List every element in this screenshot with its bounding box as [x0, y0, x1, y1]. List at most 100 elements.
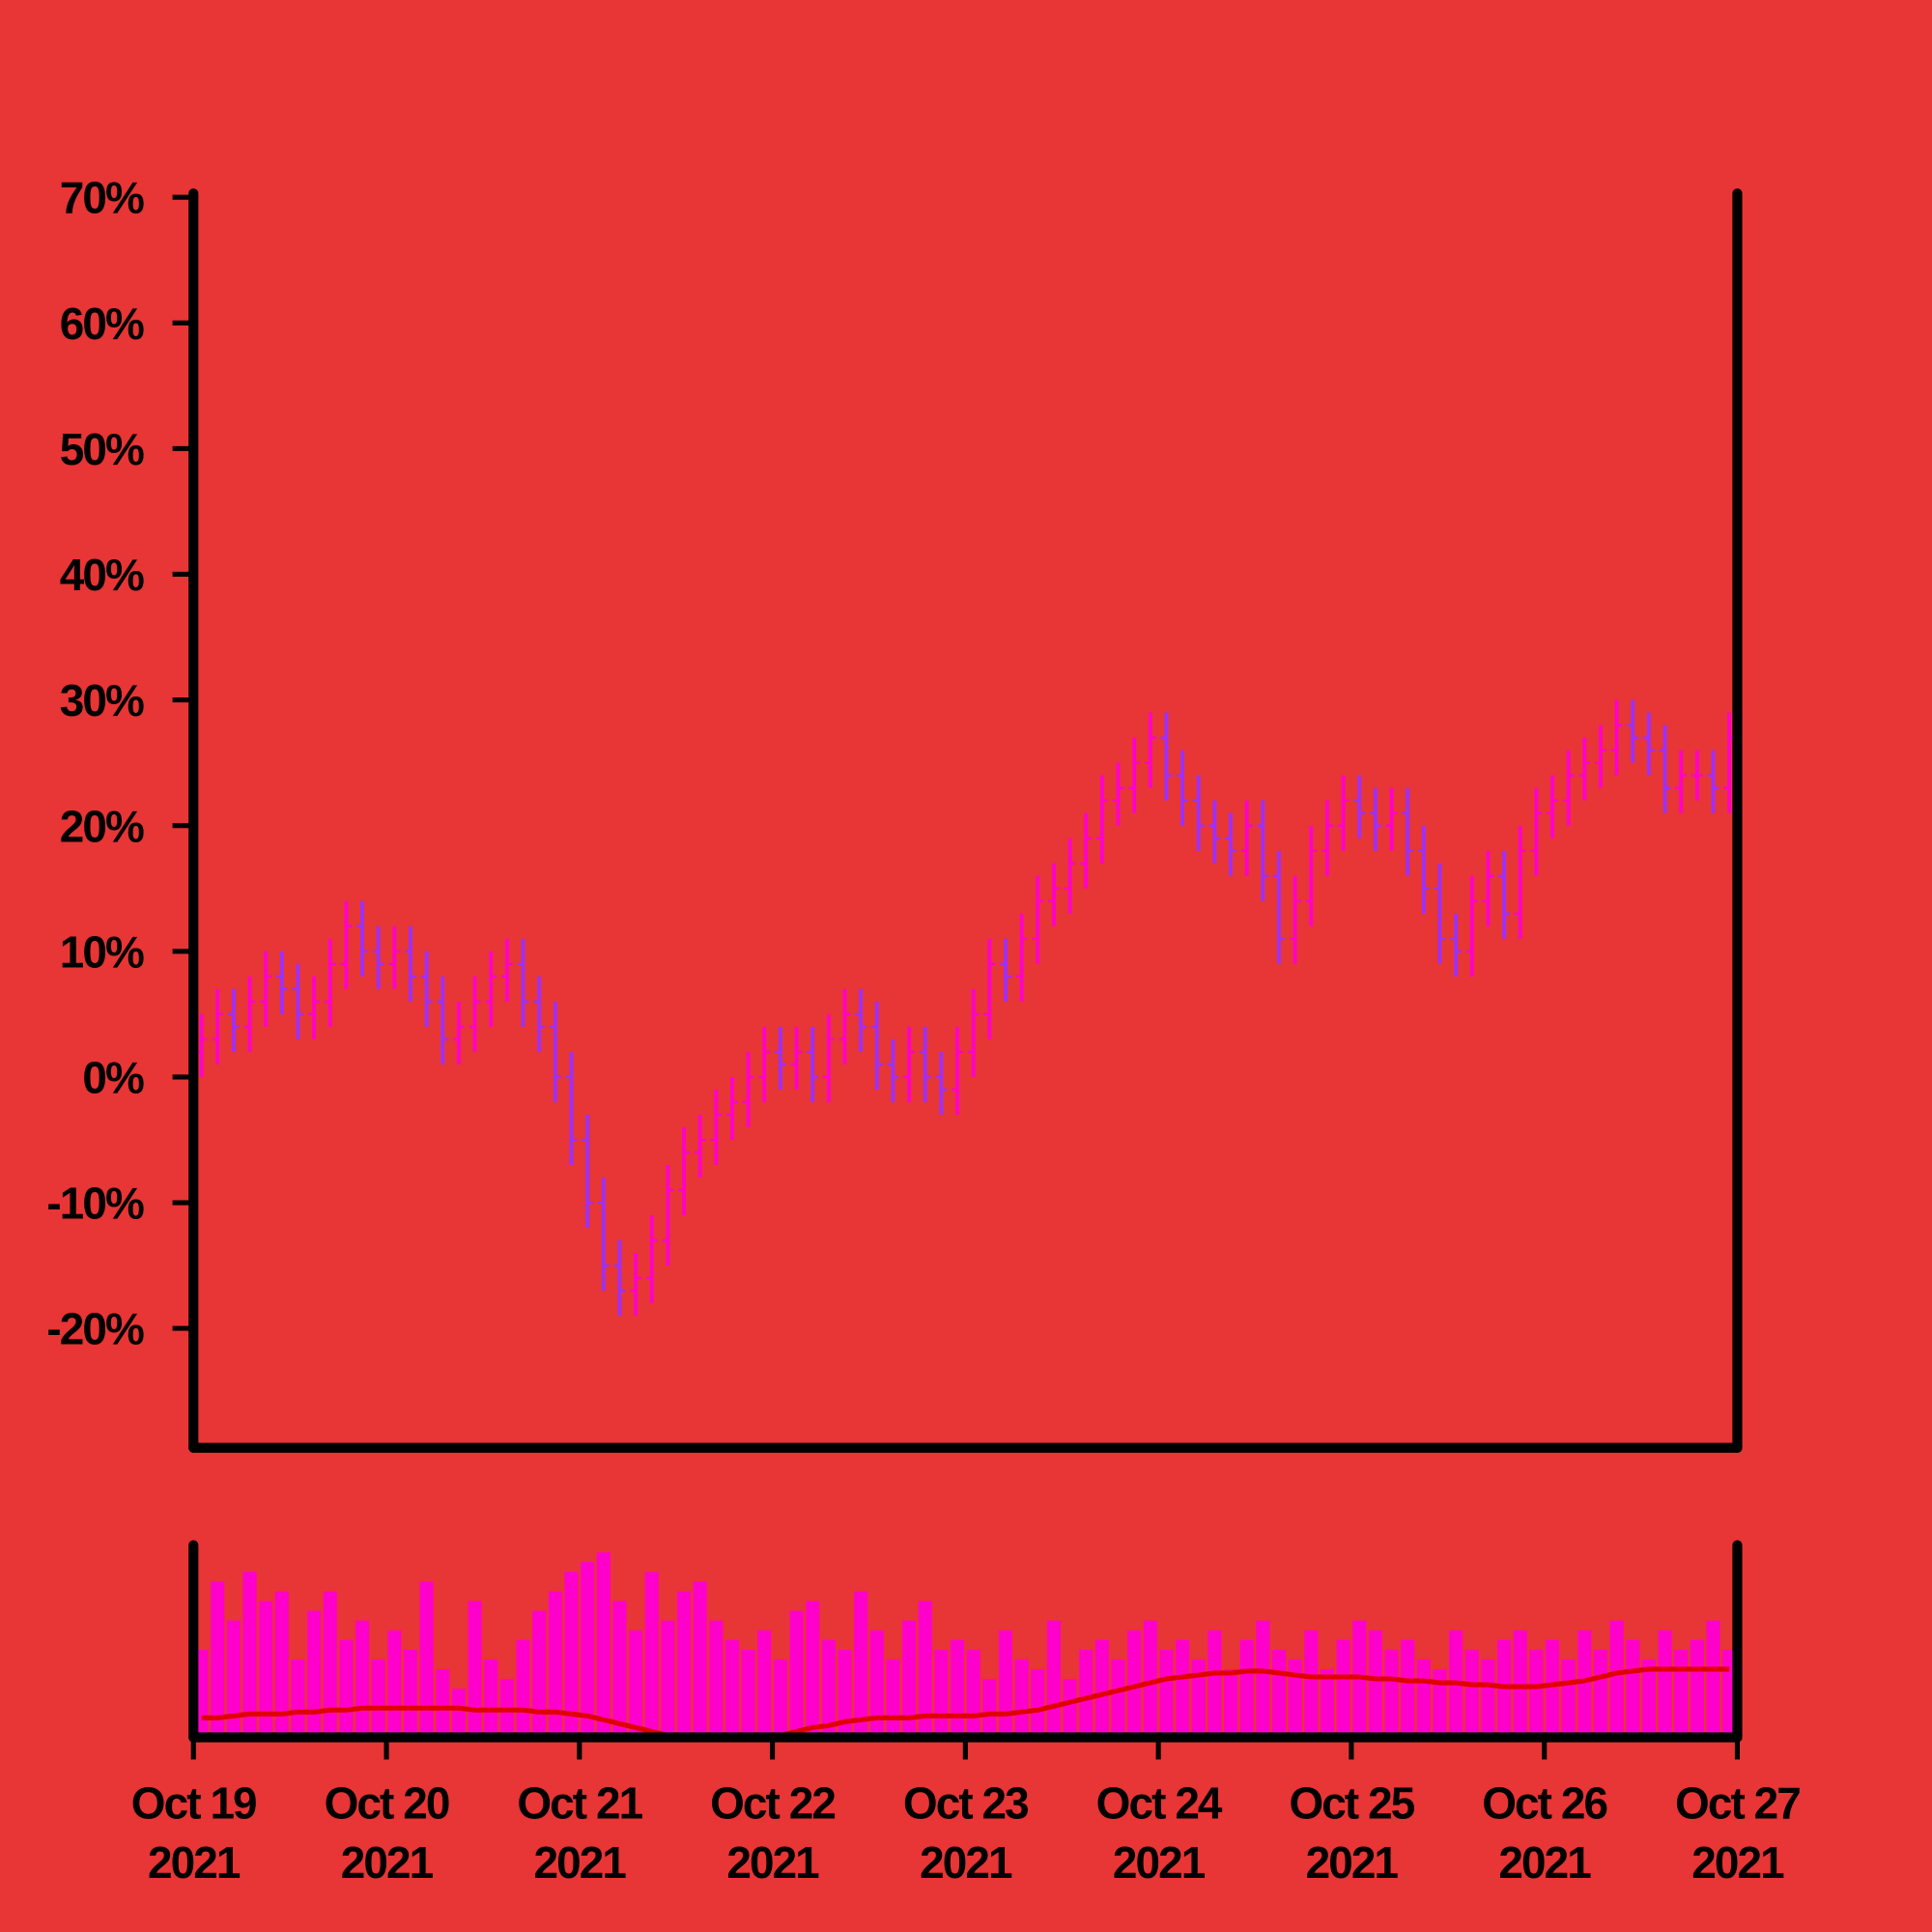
- y-tick-label: -20%: [46, 1304, 144, 1354]
- volume-bar: [1239, 1639, 1254, 1738]
- x-tick-label: 2021: [920, 1837, 1012, 1888]
- x-tick-label: Oct 22: [710, 1778, 835, 1829]
- x-tick-label: 2021: [1113, 1837, 1206, 1888]
- volume-bar: [724, 1639, 740, 1738]
- volume-bar: [869, 1630, 884, 1738]
- volume-bar: [1593, 1649, 1608, 1738]
- volume-bar: [918, 1601, 932, 1738]
- volume-bar: [1176, 1639, 1190, 1738]
- volume-bar: [661, 1620, 675, 1738]
- volume-bar: [1014, 1659, 1029, 1738]
- volume-bar: [1481, 1659, 1495, 1738]
- volume-bar: [1368, 1630, 1382, 1738]
- volume-bar: [1609, 1620, 1624, 1738]
- y-tick-label: 0%: [82, 1052, 144, 1102]
- volume-bar: [1433, 1668, 1447, 1738]
- volume-bar: [242, 1572, 257, 1738]
- volume-bar: [676, 1591, 692, 1738]
- volume-bar: [403, 1649, 418, 1738]
- volume-bar: [821, 1639, 836, 1738]
- y-tick-label: 60%: [60, 298, 144, 349]
- volume-bar: [1674, 1649, 1689, 1738]
- volume-bar: [1063, 1679, 1077, 1738]
- volume-bar: [757, 1630, 772, 1738]
- volume-bar: [1079, 1649, 1094, 1738]
- volume-bar: [950, 1639, 965, 1738]
- volume-bar: [1320, 1668, 1334, 1738]
- y-tick-label: -10%: [46, 1179, 144, 1229]
- y-tick-label: 40%: [60, 550, 144, 600]
- volume-bar: [548, 1591, 562, 1738]
- volume-bar: [1127, 1630, 1142, 1738]
- volume-bar: [1288, 1659, 1302, 1738]
- volume-bar: [789, 1610, 804, 1738]
- volume-bar: [211, 1581, 225, 1738]
- ohlc-bars: [195, 699, 1735, 1317]
- volume-bar: [468, 1601, 482, 1738]
- volume-bar: [773, 1659, 787, 1738]
- volume-bar: [516, 1639, 530, 1738]
- x-tick-label: Oct 25: [1289, 1778, 1414, 1829]
- x-tick-label: Oct 21: [517, 1778, 642, 1829]
- volume-bar: [419, 1581, 434, 1738]
- volume-bar: [1031, 1668, 1045, 1738]
- x-tick-label: Oct 24: [1096, 1778, 1223, 1829]
- x-tick-label: 2021: [1691, 1837, 1784, 1888]
- volume-bars: [194, 1552, 1737, 1738]
- volume-bar: [371, 1659, 385, 1738]
- x-tick-label: 2021: [1498, 1837, 1591, 1888]
- volume-bar: [1641, 1659, 1656, 1738]
- volume-bar: [581, 1562, 595, 1738]
- volume-bar: [1626, 1639, 1640, 1738]
- volume-bar: [1191, 1659, 1206, 1738]
- y-tick-label: 30%: [60, 675, 144, 725]
- volume-bar: [259, 1601, 273, 1738]
- volume-bar: [612, 1601, 627, 1738]
- x-tick-label: Oct 19: [131, 1778, 256, 1829]
- volume-bar: [1304, 1630, 1319, 1738]
- volume-bar: [1529, 1649, 1544, 1738]
- volume-bar: [1336, 1639, 1350, 1738]
- volume-bar: [291, 1659, 305, 1738]
- volume-bar: [854, 1591, 868, 1738]
- volume-bar: [355, 1620, 370, 1738]
- volume-bar: [629, 1630, 643, 1738]
- x-tick-label: Oct 26: [1482, 1778, 1606, 1829]
- x-tick-label: Oct 20: [325, 1778, 449, 1829]
- volume-bar: [1545, 1639, 1560, 1738]
- x-tick-label: 2021: [726, 1837, 819, 1888]
- volume-bar: [307, 1610, 322, 1738]
- y-tick-label: 20%: [60, 801, 144, 851]
- volume-bar: [436, 1668, 450, 1738]
- x-tick-label: Oct 23: [903, 1778, 1028, 1829]
- volume-ma-line: [201, 1666, 1730, 1741]
- volume-bar: [1224, 1668, 1238, 1738]
- volume-bar: [998, 1630, 1013, 1738]
- y-tick-label: 70%: [60, 173, 144, 223]
- volume-bar: [709, 1620, 724, 1738]
- y-tick-label: 50%: [60, 424, 144, 474]
- volume-bar: [1577, 1630, 1592, 1738]
- x-tick-label: 2021: [341, 1837, 434, 1888]
- x-tick-label: Oct 27: [1675, 1778, 1800, 1829]
- volume-bar: [596, 1552, 611, 1738]
- volume-bar: [982, 1679, 997, 1738]
- volume-bar: [532, 1610, 547, 1738]
- x-tick-label: 2021: [148, 1837, 241, 1888]
- volume-bar: [1384, 1649, 1399, 1738]
- axes: [188, 188, 1743, 1743]
- volume-bar: [1159, 1649, 1174, 1738]
- volume-bar: [564, 1572, 579, 1738]
- volume-bar: [323, 1591, 337, 1738]
- volume-bar: [1208, 1630, 1222, 1738]
- volume-bar: [934, 1649, 949, 1738]
- volume-bar: [838, 1649, 852, 1738]
- volume-bar: [1256, 1620, 1270, 1738]
- volume-bar: [1401, 1639, 1415, 1738]
- volume-bar: [1046, 1620, 1061, 1738]
- volume-bar: [693, 1581, 707, 1738]
- volume-bar: [966, 1649, 980, 1738]
- volume-bar: [387, 1630, 402, 1738]
- volume-bar: [806, 1601, 820, 1738]
